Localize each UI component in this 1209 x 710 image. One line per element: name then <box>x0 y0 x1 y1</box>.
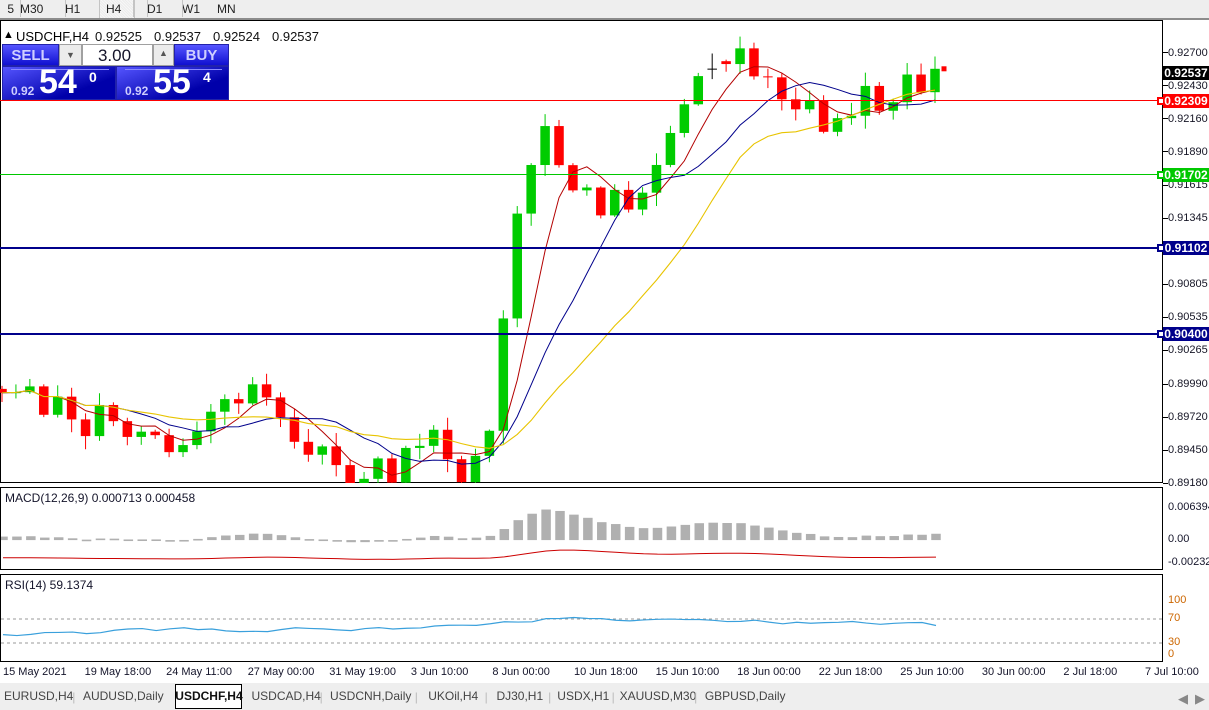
svg-text:RSI(14) 59.1374: RSI(14) 59.1374 <box>5 578 93 592</box>
svg-text:MACD(12,26,9) 0.000713 0.00045: MACD(12,26,9) 0.000713 0.000458 <box>5 491 195 505</box>
